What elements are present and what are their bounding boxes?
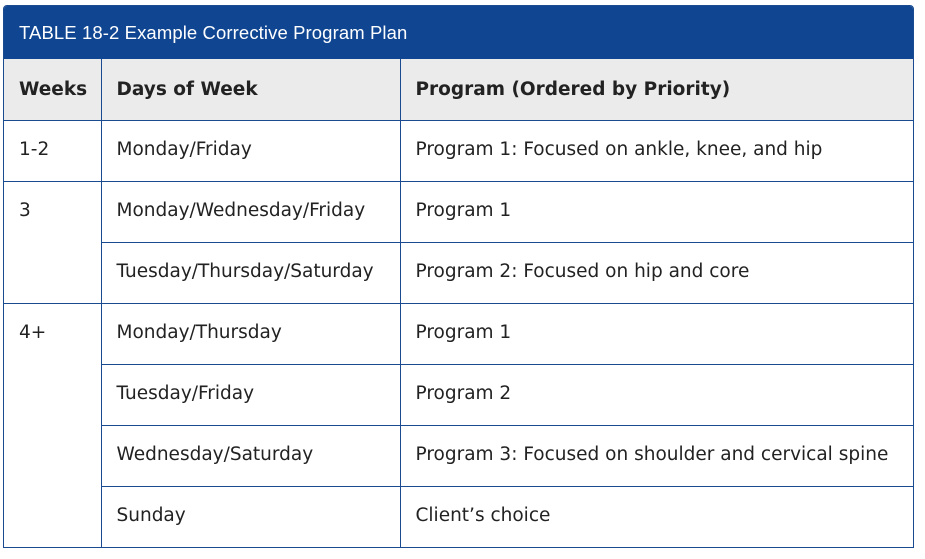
- corrective-program-table: TABLE 18-2 Example Corrective Program Pl…: [3, 5, 914, 548]
- days-cell: Monday/Friday: [101, 120, 401, 182]
- table-row: 4+ Monday/Thursday Program 1: [4, 303, 913, 547]
- program-cell: Program 2: Focused on hip and core: [400, 242, 913, 304]
- table-row: Tuesday/Thursday/Saturday Program 2: Foc…: [4, 242, 913, 304]
- program-cell: Program 1: [400, 181, 913, 243]
- table-caption: TABLE 18-2 Example Corrective Program Pl…: [4, 6, 913, 59]
- days-cell: Tuesday/Friday: [101, 364, 401, 426]
- program-cell: Program 3: Focused on shoulder and cervi…: [400, 425, 913, 487]
- days-cell: Monday/Wednesday/Friday: [101, 181, 401, 243]
- header-program: Program (Ordered by Priority): [400, 59, 913, 121]
- week-cell: 4+: [4, 303, 102, 547]
- header-weeks: Weeks: [4, 59, 102, 121]
- week-cell: 1-2: [4, 120, 102, 182]
- header-days-of-week: Days of Week: [101, 59, 401, 121]
- table-row: 3 Monday/Wednesday/Friday Program 1: [4, 181, 913, 304]
- table-row: 1-2 Monday/Friday Program 1: Focused on …: [4, 120, 913, 182]
- days-cell: Tuesday/Thursday/Saturday: [101, 242, 401, 304]
- program-cell: Client’s choice: [415, 504, 551, 526]
- days-cell: Monday/Thursday: [101, 303, 401, 365]
- days-cell: Sunday: [101, 486, 401, 547]
- program-cell: Program 1: [400, 303, 913, 365]
- table-row: Sunday Client’s choice: [4, 486, 913, 547]
- table-row: Tuesday/Friday Program 2: [4, 364, 913, 426]
- table-row: Wednesday/Saturday Program 3: Focused on…: [4, 425, 913, 487]
- days-cell: Wednesday/Saturday: [101, 425, 401, 487]
- week-cell: 3: [4, 181, 102, 304]
- program-table: Weeks Days of Week Program (Ordered by P…: [4, 59, 913, 547]
- header-row: Weeks Days of Week Program (Ordered by P…: [4, 59, 913, 121]
- program-cell: Program 1: Focused on ankle, knee, and h…: [400, 120, 913, 182]
- program-cell: Program 2: [400, 364, 913, 426]
